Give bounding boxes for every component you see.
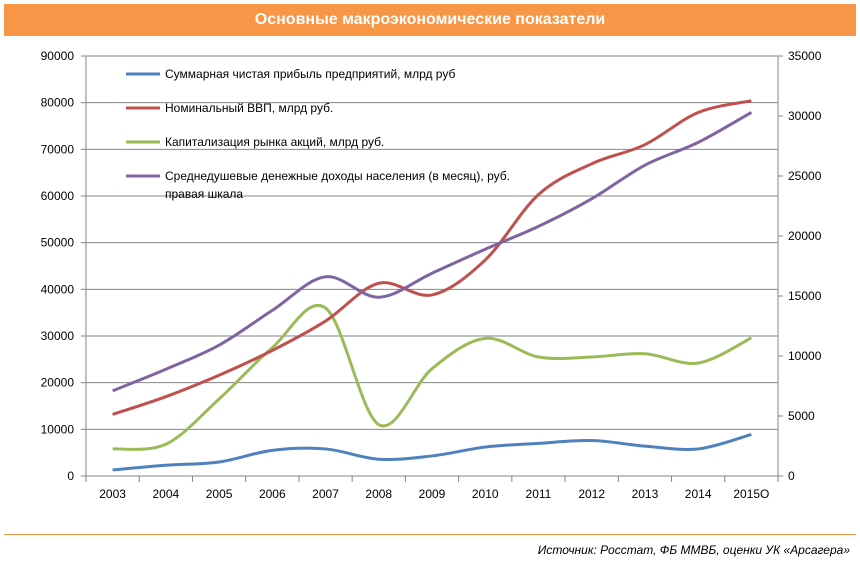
y2-tick-label: 35000 (788, 49, 822, 63)
x-tick-label: 2005 (206, 487, 233, 501)
y-tick-label: 90000 (41, 49, 75, 63)
axes: 0100002000030000400005000060000700008000… (41, 49, 822, 501)
series-line-3 (112, 111, 753, 393)
legend-label: Среднедушевые денежные доходы населения … (165, 169, 510, 183)
y-tick-label: 10000 (41, 422, 75, 436)
series-line-0 (112, 433, 752, 472)
y-tick-label: 40000 (41, 282, 75, 296)
x-tick-label: 2013 (632, 487, 659, 501)
y-tick-label: 20000 (41, 376, 75, 390)
x-tick-label: 2015О (733, 487, 769, 501)
x-tick-label: 2007 (312, 487, 339, 501)
y-tick-label: 50000 (41, 236, 75, 250)
legend: Суммарная чистая прибыль предприятий, мл… (126, 67, 510, 201)
legend-label: Капитализация рынка акций, млрд руб. (165, 135, 384, 149)
series-lines (112, 99, 753, 472)
x-tick-label: 2012 (578, 487, 605, 501)
footer-divider (4, 534, 856, 535)
x-tick-label: 2008 (365, 487, 392, 501)
legend-label: правая шкала (165, 187, 243, 201)
y-tick-label: 30000 (41, 329, 75, 343)
x-tick-label: 2003 (99, 487, 126, 501)
legend-label: Номинальный ВВП, млрд руб. (165, 101, 333, 115)
source-note: Источник: Росстат, ФБ ММВБ, оценки УК «А… (537, 543, 850, 557)
y2-tick-label: 30000 (788, 109, 822, 123)
y-tick-label: 70000 (41, 142, 75, 156)
y2-tick-label: 10000 (788, 349, 822, 363)
y-tick-label: 60000 (41, 189, 75, 203)
series-line-2 (112, 304, 753, 451)
y2-tick-label: 20000 (788, 229, 822, 243)
series-line-1 (112, 99, 752, 416)
y-tick-label: 80000 (41, 96, 75, 110)
legend-label: Суммарная чистая прибыль предприятий, мл… (165, 67, 455, 81)
x-tick-label: 2014 (685, 487, 712, 501)
chart-title: Основные макроэкономические показатели (4, 4, 856, 36)
x-tick-label: 2010 (472, 487, 499, 501)
y2-tick-label: 25000 (788, 169, 822, 183)
y2-tick-label: 5000 (788, 409, 815, 423)
y-tick-label: 0 (67, 469, 74, 483)
x-tick-label: 2011 (526, 487, 552, 501)
line-chart: 0100002000030000400005000060000700008000… (41, 49, 822, 501)
y2-tick-label: 0 (788, 469, 795, 483)
x-tick-label: 2004 (152, 487, 179, 501)
x-tick-label: 2009 (419, 487, 446, 501)
y2-tick-label: 15000 (788, 289, 822, 303)
x-tick-label: 2006 (259, 487, 286, 501)
